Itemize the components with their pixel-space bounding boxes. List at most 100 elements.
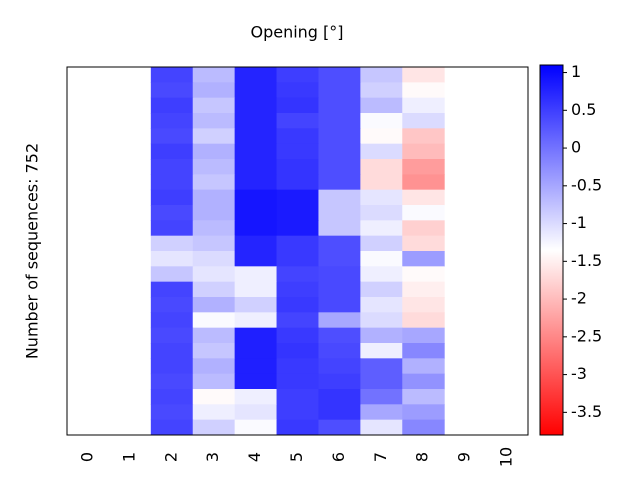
heatmap-cell bbox=[402, 205, 445, 221]
heatmap-cell bbox=[192, 205, 236, 221]
heatmap-cell bbox=[276, 343, 319, 359]
heatmap-cell bbox=[150, 220, 194, 237]
colorbar-tick-label: -1 bbox=[571, 213, 587, 232]
heatmap-cell bbox=[150, 373, 194, 390]
heatmap-cell bbox=[402, 343, 445, 359]
heatmap-cell bbox=[150, 419, 194, 436]
heatmap-cell bbox=[150, 251, 194, 267]
chart-title: Opening [°] bbox=[250, 23, 343, 42]
heatmap-cell bbox=[402, 419, 445, 436]
heatmap-cell bbox=[150, 389, 194, 405]
heatmap-cell bbox=[234, 67, 278, 83]
heatmap-cell bbox=[150, 327, 194, 344]
heatmap-cell bbox=[318, 174, 361, 191]
heatmap-cell bbox=[402, 113, 445, 129]
heatmap-cell bbox=[318, 312, 361, 329]
heatmap-cell bbox=[150, 358, 194, 375]
heatmap-cell bbox=[360, 358, 403, 375]
heatmap-cell bbox=[276, 358, 319, 375]
heatmap-cell bbox=[192, 251, 236, 267]
heatmap-cell bbox=[150, 404, 194, 421]
heatmap-cell bbox=[318, 266, 361, 283]
x-tick-label: 5 bbox=[287, 452, 306, 462]
colorbar-tick-label: -1.5 bbox=[571, 251, 602, 270]
heatmap-cell bbox=[402, 312, 445, 329]
heatmap-cell bbox=[150, 281, 194, 298]
heatmap-cell bbox=[360, 128, 403, 145]
heatmap-cell bbox=[360, 297, 403, 313]
heatmap-cell bbox=[192, 266, 236, 283]
heatmap-cell bbox=[192, 143, 236, 160]
heatmap-cell bbox=[360, 343, 403, 359]
heatmap-cell bbox=[150, 297, 194, 313]
heatmap-cell bbox=[192, 327, 236, 344]
heatmap-cell bbox=[318, 281, 361, 298]
heatmap-cell bbox=[402, 251, 445, 267]
heatmap-cell bbox=[276, 113, 319, 129]
heatmap-cell bbox=[276, 189, 319, 206]
heatmap-cell bbox=[192, 343, 236, 359]
colorbar-tick-label: -3 bbox=[571, 364, 587, 383]
heatmap-cell bbox=[318, 343, 361, 359]
heatmap-cell bbox=[276, 327, 319, 344]
heatmap-cell bbox=[318, 159, 361, 175]
heatmap-cell bbox=[150, 266, 194, 283]
heatmap-cell bbox=[234, 113, 278, 129]
heatmap-cell bbox=[318, 358, 361, 375]
heatmap-cell bbox=[150, 205, 194, 221]
colorbar-tick-label: -0.5 bbox=[571, 175, 602, 194]
heatmap-cell bbox=[360, 373, 403, 390]
heatmap-cell bbox=[150, 159, 194, 175]
heatmap-cell bbox=[234, 159, 278, 175]
heatmap-cell bbox=[276, 159, 319, 175]
heatmap-cell bbox=[360, 327, 403, 344]
heatmap-cell bbox=[150, 67, 194, 83]
heatmap-cell bbox=[360, 174, 403, 191]
heatmap-cell bbox=[234, 343, 278, 359]
heatmap-cell bbox=[234, 281, 278, 298]
colorbar-tick-label: 0 bbox=[571, 138, 581, 157]
heatmap-cell bbox=[276, 82, 319, 99]
heatmap-cell bbox=[318, 235, 361, 252]
heatmap-cell bbox=[234, 251, 278, 267]
heatmap-cell bbox=[150, 174, 194, 191]
heatmap-cell bbox=[360, 189, 403, 206]
heatmap-cell bbox=[192, 159, 236, 175]
heatmap-cell bbox=[276, 143, 319, 160]
heatmap-cell bbox=[402, 220, 445, 237]
heatmap-cell bbox=[318, 143, 361, 160]
heatmap-cell bbox=[360, 67, 403, 83]
heatmap-cell bbox=[318, 82, 361, 99]
heatmap-cell bbox=[402, 235, 445, 252]
colorbar-tick-label: 0.5 bbox=[571, 100, 596, 119]
heatmap-cell bbox=[234, 189, 278, 206]
colorbar-tick-label: -3.5 bbox=[571, 402, 602, 421]
heatmap-cell bbox=[276, 312, 319, 329]
heatmap-cell bbox=[192, 373, 236, 390]
heatmap-cell bbox=[192, 82, 236, 99]
heatmap-cell bbox=[402, 358, 445, 375]
heatmap-cell bbox=[402, 297, 445, 313]
heatmap-cell bbox=[234, 404, 278, 421]
heatmap-cell bbox=[402, 281, 445, 298]
colorbar-tick-label: -2.5 bbox=[571, 326, 602, 345]
colorbar bbox=[539, 64, 564, 436]
heatmap-cell bbox=[150, 343, 194, 359]
heatmap-cell bbox=[402, 404, 445, 421]
heatmap-cell bbox=[234, 82, 278, 99]
heatmap-cell bbox=[360, 82, 403, 99]
heatmap-cell bbox=[234, 128, 278, 145]
heatmap-cell bbox=[276, 67, 319, 83]
heatmap-cell bbox=[150, 128, 194, 145]
heatmap-cell bbox=[150, 235, 194, 252]
heatmap-cell bbox=[276, 251, 319, 267]
heatmap-cell bbox=[192, 281, 236, 298]
x-tick-label: 1 bbox=[119, 452, 138, 462]
heatmap-cell bbox=[192, 358, 236, 375]
heatmap-cell bbox=[318, 97, 361, 114]
heatmap-cell bbox=[402, 143, 445, 160]
heatmap-cell bbox=[192, 404, 236, 421]
heatmap-cell bbox=[360, 266, 403, 283]
heatmap-cell bbox=[276, 404, 319, 421]
heatmap-cell bbox=[276, 174, 319, 191]
